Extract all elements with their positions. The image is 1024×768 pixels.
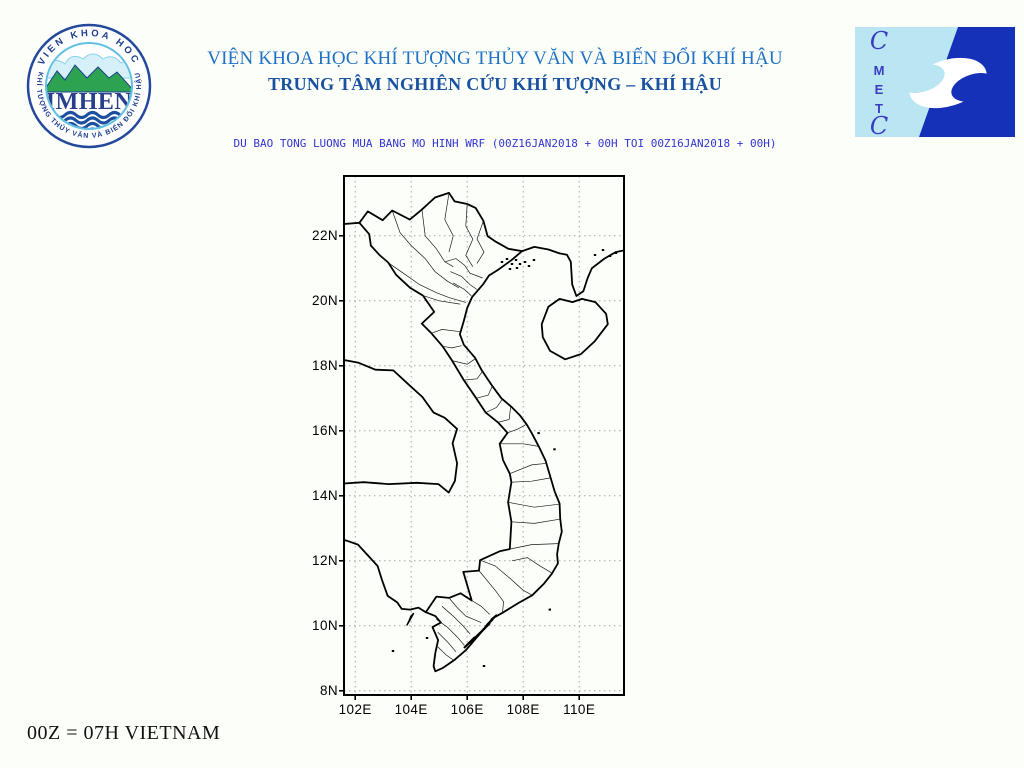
y-axis-label: 16N: [312, 422, 338, 438]
imhen-logo: VIEN KHOA HOC KHÍ TƯỢNG THỦY VĂN VÀ BIẾN…: [26, 23, 152, 149]
cmetc-letter-t: T: [875, 101, 883, 116]
cmetc-letter-c2: C: [870, 112, 888, 137]
y-axis-label: 12N: [312, 552, 338, 568]
x-axis-label: 102E: [338, 702, 372, 717]
forecast-title: DU BAO TONG LUONG MUA BANG MO HINH WRF (…: [233, 137, 777, 150]
vietnam-outline: [358, 192, 563, 673]
center-title: TRUNG TÂM NGHIÊN CỨU KHÍ TƯỢNG – KHÍ HẬU: [267, 74, 723, 94]
cmetc-letter-m: M: [874, 63, 885, 78]
x-axis-label: 110E: [563, 702, 596, 717]
x-axis-label: 104E: [394, 702, 428, 717]
imhen-acronym: IMHEN: [46, 89, 133, 115]
cmetc-letter-c1: C: [870, 27, 888, 55]
map-frame: [343, 175, 625, 696]
y-axis-label: 10N: [312, 617, 338, 633]
y-axis-label: 20N: [312, 292, 338, 308]
cmetc-swirl: [900, 57, 996, 109]
y-axis-label: 8N: [319, 682, 338, 698]
hainan-island: [540, 298, 609, 361]
y-axis-label: 18N: [312, 357, 338, 373]
cmetc-logo: C M E T C: [855, 27, 1015, 137]
phu-quoc-island: [406, 612, 415, 626]
institute-title: VIỆN KHOA HỌC KHÍ TƯỢNG THỦY VĂN VÀ BIẾN…: [207, 48, 783, 69]
timezone-note: 00Z = 07H VIETNAM: [27, 722, 221, 744]
vietnam-map: 22N 20N 18N 16N 14N 12N 10N 8N 102E 104E 106E 108E 1…: [312, 168, 632, 717]
header: VIỆN KHOA HỌC KHÍ TƯỢNG THỦY VĂN VÀ BIẾN…: [160, 48, 830, 95]
vietnam-map-canvas: [339, 175, 625, 700]
y-axis-label: 14N: [312, 487, 338, 503]
x-axis-label: 108E: [506, 702, 540, 717]
imhen-mountains: [47, 64, 131, 93]
x-axis-label: 106E: [450, 702, 484, 717]
y-axis-label: 22N: [312, 227, 338, 243]
cmetc-letter-e: E: [875, 82, 884, 97]
